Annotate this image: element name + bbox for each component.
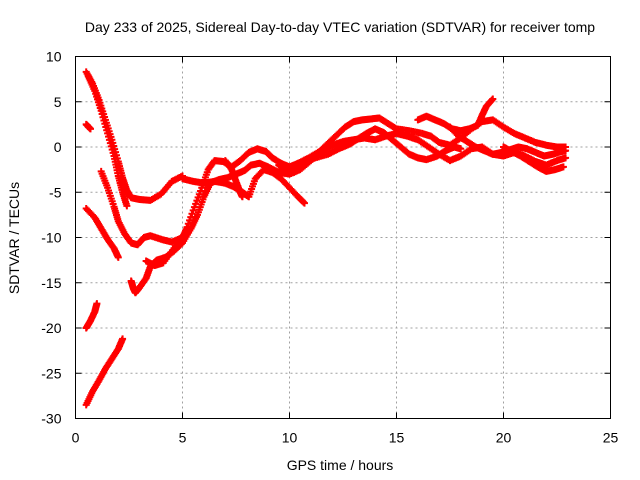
data-point	[114, 253, 122, 261]
y-tick-label: -25	[41, 365, 61, 381]
data-point	[562, 147, 570, 155]
data-point	[181, 230, 189, 238]
series-track-1	[82, 68, 186, 204]
y-tick-labels: 10 5 0 -5 -10 -15 -20 -25 -30	[41, 49, 61, 427]
data-point	[559, 163, 567, 171]
series-track-15	[500, 143, 567, 175]
series-track-7	[82, 335, 127, 409]
y-tick-label: -20	[41, 320, 61, 336]
y-tick-label: -30	[41, 411, 61, 427]
x-tick-label: 10	[282, 430, 298, 446]
x-tick-labels: 0 5 10 15 20 25	[72, 430, 619, 446]
series-track-2	[84, 72, 131, 210]
data-point	[300, 199, 308, 207]
series-track-12	[275, 125, 465, 176]
x-tick-label: 5	[179, 430, 187, 446]
y-tick-label: 5	[54, 94, 62, 110]
axis-ticks	[75, 56, 611, 419]
data-point	[93, 300, 101, 308]
data-point	[119, 335, 127, 343]
data-point	[457, 145, 465, 153]
series-track-6	[82, 300, 101, 332]
data-point	[187, 213, 195, 221]
y-tick-label: -10	[41, 230, 61, 246]
series-track-9	[142, 114, 570, 270]
x-axis-label: GPS time / hours	[287, 457, 394, 473]
data-point	[186, 216, 194, 224]
data-point	[238, 193, 246, 201]
series-track-3	[82, 205, 122, 261]
series-track-11	[221, 157, 246, 201]
y-tick-label: 10	[46, 49, 62, 65]
chart-title: Day 233 of 2025, Sidereal Day-to-day VTE…	[85, 19, 595, 35]
data-point	[184, 220, 192, 228]
series-track-5	[82, 120, 94, 133]
y-tick-label: 0	[54, 139, 62, 155]
data-point	[489, 95, 497, 103]
x-tick-label: 25	[603, 430, 619, 446]
x-tick-label: 0	[72, 430, 80, 446]
x-tick-label: 20	[496, 430, 512, 446]
x-tick-label: 15	[389, 430, 405, 446]
y-tick-label: -15	[41, 275, 61, 291]
data-point	[86, 125, 94, 133]
data-point	[188, 210, 196, 218]
data-point	[182, 227, 190, 235]
data-point	[183, 223, 191, 231]
y-tick-label: -5	[49, 184, 62, 200]
y-axis-label: SDTVAR / TECUs	[6, 182, 22, 294]
data-point	[562, 154, 570, 162]
data-point	[123, 202, 131, 210]
data-points	[82, 68, 570, 409]
